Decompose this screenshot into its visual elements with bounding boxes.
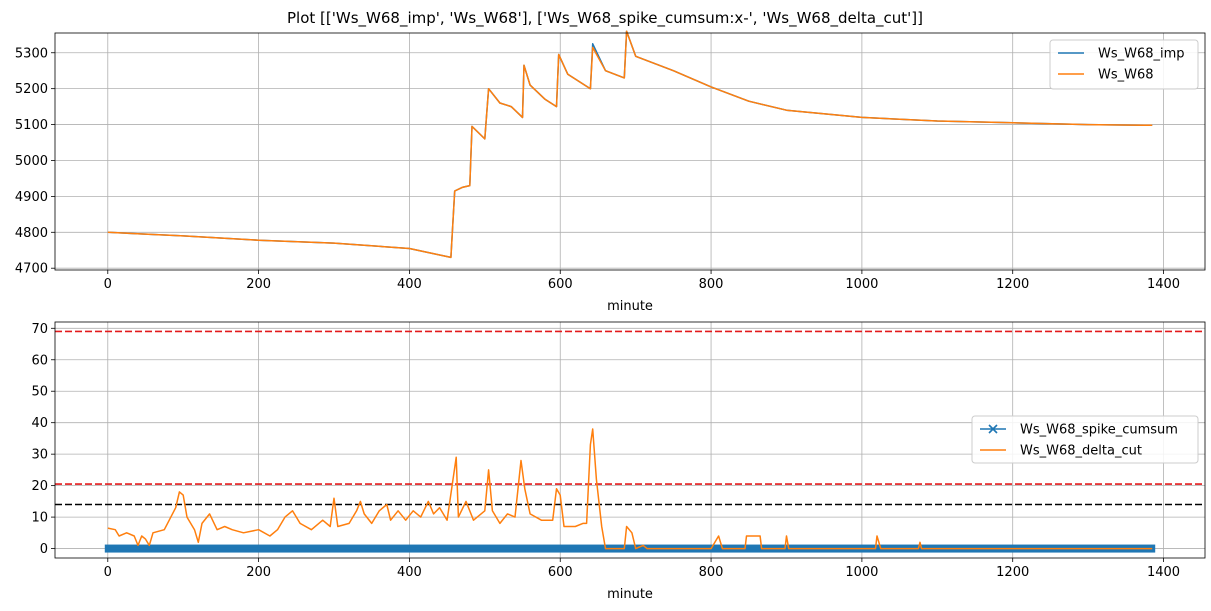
top-plot-x-tick-label: 1000	[845, 277, 878, 292]
top-plot: 0 200 400 600 800 1000 1200 1400 4700 4800 4900 50…	[15, 30, 1206, 314]
top-plot-y-tick-label: 5000	[15, 154, 48, 169]
top-plot-x-axis-label: minute	[607, 299, 653, 314]
bottom-plot-reference-lines	[55, 330, 1205, 506]
bottom-plot-y-tick-label: 50	[31, 385, 48, 400]
bottom-plot-x-tick-label: 1200	[996, 565, 1029, 580]
top-plot-x-tick-label: 200	[246, 277, 271, 292]
bottom-plot-legend-orange-label: Ws_W68_delta_cut	[1020, 444, 1142, 459]
figure-title: Plot [['Ws_W68_imp', 'Ws_W68'], ['Ws_W68…	[287, 9, 923, 28]
bottom-plot-y-tick-label: 40	[31, 416, 48, 431]
top-plot-legend-orange-label: Ws_W68	[1098, 68, 1154, 83]
top-plot-y-ticks: 4700 4800 4900 5000 5100 5200 5300	[15, 46, 55, 277]
bottom-plot-legend: Ws_W68_spike_cumsum Ws_W68_delta_cut	[971, 415, 1199, 464]
bottom-plot-y-tick-label: 0	[40, 542, 48, 557]
bottom-plot-y-tick-label: 10	[31, 511, 48, 526]
top-plot-y-tick-label: 4800	[15, 226, 48, 241]
bottom-plot-x-axis-label: minute	[607, 587, 653, 602]
bottom-plot: 0 200 400 600 800 1000 1200 1400 0 10 20 30 40 50 60 7…	[31, 321, 1206, 602]
bottom-plot-x-tick-label: 0	[104, 565, 112, 580]
top-plot-legend-blue-label: Ws_W68_imp	[1098, 47, 1185, 62]
bottom-plot-y-tick-label: 20	[31, 479, 48, 494]
bottom-plot-x-ticks: 0 200 400 600 800 1000 1200 1400	[104, 558, 1180, 580]
bottom-plot-y-tick-label: 70	[31, 322, 48, 337]
top-plot-series-orange-line	[107, 30, 1153, 259]
bottom-plot-legend-box	[971, 415, 1199, 464]
top-plot-x-tick-label: 600	[548, 277, 573, 292]
bottom-plot-legend-blue-label: Ws_W68_spike_cumsum	[1020, 423, 1178, 438]
bottom-plot-y-ticks: 0 10 20 30 40 50 60 70	[31, 322, 55, 557]
bottom-plot-x-tick-label: 200	[246, 565, 271, 580]
top-plot-x-ticks: 0 200 400 600 800 1000 1200 1400	[104, 270, 1180, 292]
top-plot-x-tick-label: 800	[699, 277, 724, 292]
top-plot-x-tick-label: 0	[104, 277, 112, 292]
bottom-plot-x-tick-label: 1400	[1147, 565, 1180, 580]
top-plot-x-tick-label: 400	[397, 277, 422, 292]
bottom-plot-series	[104, 428, 1156, 553]
top-plot-series-blue-line	[107, 30, 1153, 259]
top-plot-legend-box	[1049, 39, 1199, 90]
top-plot-frame	[54, 32, 1206, 271]
bottom-plot-y-tick-label: 60	[31, 353, 48, 368]
top-plot-y-tick-label: 4900	[15, 190, 48, 205]
top-plot-x-tick-label: 1400	[1147, 277, 1180, 292]
top-plot-series	[107, 30, 1153, 259]
top-plot-y-tick-label: 5200	[15, 82, 48, 97]
bottom-plot-x-tick-label: 400	[397, 565, 422, 580]
bottom-plot-x-tick-label: 600	[548, 565, 573, 580]
bottom-plot-series-orange-line	[107, 428, 1153, 550]
top-plot-y-tick-label: 5300	[15, 46, 48, 61]
bottom-plot-x-tick-label: 800	[699, 565, 724, 580]
top-plot-y-tick-label: 5100	[15, 118, 48, 133]
bottom-plot-frame	[54, 321, 1206, 559]
top-plot-x-tick-label: 1200	[996, 277, 1029, 292]
bottom-plot-x-tick-label: 1000	[845, 565, 878, 580]
bottom-plot-legend-blue-x-marker-icon	[988, 424, 998, 434]
top-plot-grid	[55, 33, 1205, 270]
top-plot-legend: Ws_W68_imp Ws_W68	[1049, 39, 1199, 90]
bottom-plot-y-tick-label: 30	[31, 448, 48, 463]
top-plot-y-tick-label: 4700	[15, 262, 48, 277]
